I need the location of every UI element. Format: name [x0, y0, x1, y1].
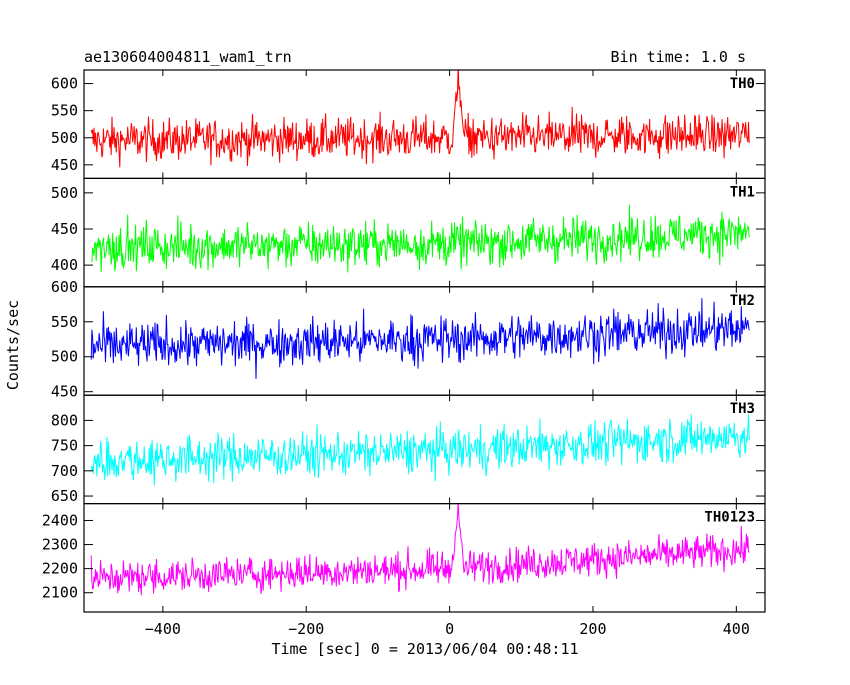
y-tick-label: 500: [51, 129, 78, 147]
panel-th0123: 2100 2200 2300 2400 TH0123: [42, 503, 766, 613]
x-tick-label: −400: [145, 620, 181, 638]
series-line-th0: [90, 70, 750, 168]
y-tick-label: 750: [51, 437, 78, 455]
series-line-th3: [90, 413, 750, 486]
panel-frame: [83, 286, 766, 396]
y-tick-label: 450: [51, 220, 78, 238]
series-label-th1: TH1: [730, 184, 755, 200]
y-tick-label: 500: [51, 348, 78, 366]
panel-frame: [83, 503, 766, 613]
series-line-th1: [91, 204, 750, 273]
y-tick-label: 550: [51, 102, 78, 120]
y-tick-label: 450: [51, 156, 78, 174]
y-tick-label: 550: [51, 313, 78, 331]
panel-frame: [83, 177, 766, 288]
y-tick-label: 500: [51, 184, 78, 202]
panel-th3: 650 700 750 800 TH3: [51, 394, 766, 505]
y-tick-label: 650: [51, 487, 78, 505]
y-axis-label: Counts/sec: [4, 300, 22, 390]
series-label-th3: TH3: [730, 401, 755, 417]
panel-th0: 450 500 550 600 TH0: [51, 69, 766, 180]
series-line-th0123: [90, 503, 750, 596]
x-tick-label: 0: [445, 620, 454, 638]
x-tick-label: 200: [579, 620, 606, 638]
y-tick-label: 700: [51, 462, 78, 480]
chart-title: ae130604004811_wam1_trn: [84, 48, 292, 66]
y-tick-label: 450: [51, 383, 78, 401]
x-axis-label: Time [sec] 0 = 2013/06/04 00:48:11: [271, 640, 578, 658]
y-tick-label: 2300: [42, 536, 78, 554]
bin-time-label: Bin time: 1.0 s: [611, 48, 746, 66]
y-tick-label: 600: [51, 278, 78, 296]
series-label-th0: TH0: [730, 76, 755, 92]
series-label-th0123: TH0123: [704, 510, 755, 526]
x-tick-label: 400: [723, 620, 750, 638]
y-tick-label: 400: [51, 256, 78, 274]
series-line-th2: [90, 298, 750, 380]
y-tick-label: 2200: [42, 560, 78, 578]
series-label-th2: TH2: [730, 293, 755, 309]
panel-th1: 400 450 500 TH1: [51, 177, 766, 288]
y-tick-label: 2100: [42, 584, 78, 602]
panel-th2: 450 500 550 600 TH2: [51, 278, 766, 401]
y-tick-label: 600: [51, 75, 78, 93]
y-tick-label: 800: [51, 411, 78, 429]
x-tick-label: −200: [288, 620, 324, 638]
panels-group: 450 500 550 600 TH0 400 450 500 TH1 450 500 550 600 T…: [42, 69, 766, 638]
y-tick-label: 2400: [42, 511, 78, 529]
